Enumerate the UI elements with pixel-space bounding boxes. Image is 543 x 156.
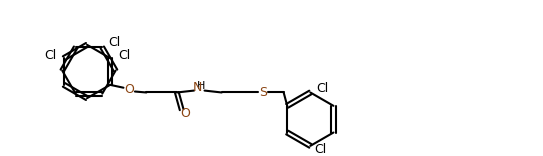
Text: S: S: [258, 86, 267, 99]
Text: Cl: Cl: [118, 49, 130, 62]
Text: H: H: [197, 81, 205, 91]
Text: N: N: [193, 81, 203, 94]
Text: Cl: Cl: [44, 49, 56, 62]
Text: Cl: Cl: [316, 82, 329, 95]
Text: Cl: Cl: [108, 36, 120, 49]
Text: Cl: Cl: [314, 143, 326, 156]
Text: O: O: [180, 107, 191, 120]
Text: O: O: [124, 83, 134, 96]
